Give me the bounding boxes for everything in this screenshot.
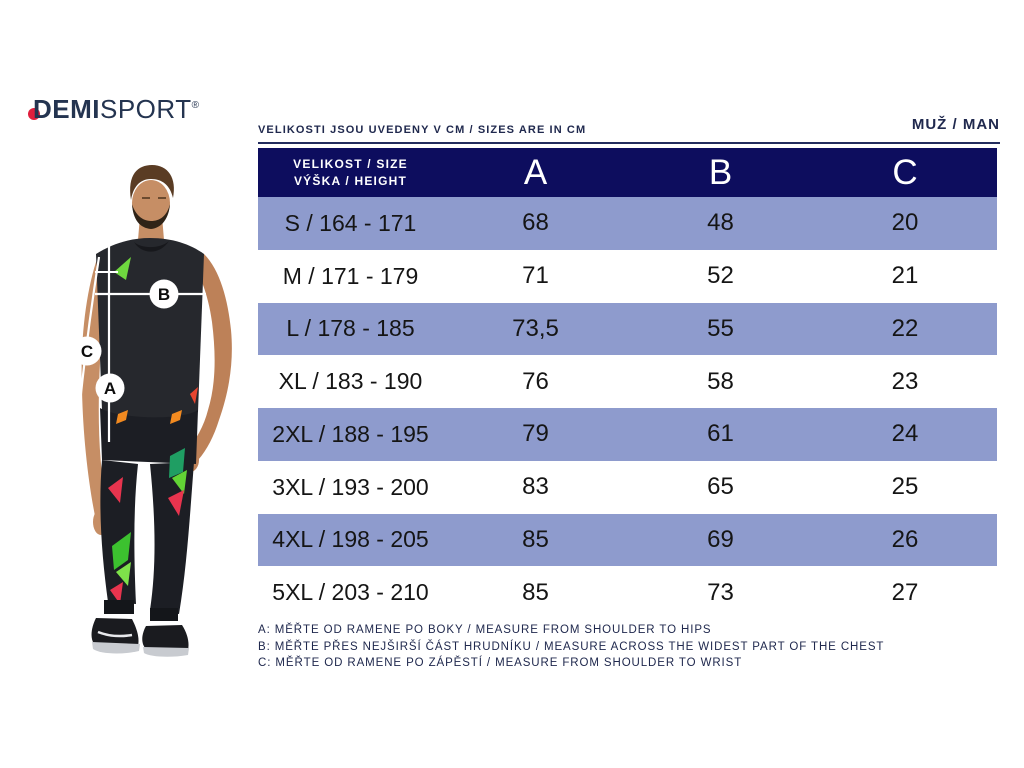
tank-orange-accent: [190, 387, 198, 404]
cell-a: 85: [522, 578, 549, 606]
cell-c: 27: [891, 578, 919, 606]
jogger-accent-red-right: [168, 490, 184, 516]
cell-a: 71: [522, 262, 549, 290]
header-cell-a: A: [523, 152, 548, 192]
marker-c-label: C: [81, 342, 93, 361]
header-size-line1: VELIKOST / SIZE: [293, 156, 408, 171]
cell-a: 83: [522, 473, 549, 501]
jogger-accent-orange-right: [170, 410, 182, 424]
header-cell-c: C: [892, 152, 918, 192]
cell-c: 26: [891, 525, 919, 553]
tank-green-accent: [114, 257, 131, 280]
cell-c: 25: [891, 473, 919, 501]
size-row-3xl: 3XL / 193 - 200 83 65 25: [258, 460, 997, 514]
jogger-accent-orange-left: [116, 410, 128, 424]
cell-b: 55: [707, 314, 734, 342]
cell-b: 48: [707, 209, 734, 237]
cell-a: 73,5: [512, 314, 559, 342]
size-row-5xl: 5XL / 203 - 210 85 73 27: [258, 566, 997, 619]
brand-dot-icon: [28, 108, 40, 120]
model-photo: B C A: [38, 158, 238, 658]
size-row-s: S / 164 - 171 68 48 20: [258, 197, 997, 250]
cell-size: 5XL / 203 - 210: [272, 579, 429, 606]
cell-size: M / 171 - 179: [282, 262, 419, 289]
model-figure-svg: B C A: [71, 165, 232, 657]
marker-b-circle: [149, 279, 179, 309]
cell-size: 2XL / 188 - 195: [272, 420, 429, 447]
model-beard: [132, 204, 170, 229]
cell-size: S / 164 - 171: [284, 209, 417, 236]
model-left-sole: [92, 642, 140, 654]
note-c: C: MĚŘTE OD RAMENE PO ZÁPĚSTÍ / MEASURE …: [258, 657, 743, 669]
cell-a: 76: [522, 367, 549, 395]
cell-c: 21: [891, 262, 919, 290]
marker-c-circle: [72, 336, 102, 366]
cell-c: 22: [891, 314, 919, 342]
model-tank-top: [96, 238, 204, 419]
size-row-l: L / 178 - 185 73,5 55 22: [258, 302, 997, 356]
model-right-sole: [143, 647, 189, 657]
jogger-accent-red2-left: [110, 582, 123, 604]
cell-size: 4XL / 198 - 205: [272, 526, 429, 553]
size-row-4xl: 4XL / 198 - 205 85 69 26: [258, 513, 997, 567]
registered-mark-icon: ®: [191, 100, 200, 111]
cell-b: 65: [707, 473, 734, 501]
size-row-2xl: 2XL / 188 - 195 79 61 24: [258, 408, 997, 461]
jogger-accent-red-left: [108, 477, 123, 503]
divider-line: [258, 142, 1000, 144]
model-right-leg: [150, 462, 194, 614]
model-left-shoe: [91, 618, 139, 646]
marker-a-circle: [95, 373, 125, 403]
cell-size: XL / 183 - 190: [278, 368, 423, 395]
cell-c: 24: [891, 420, 919, 448]
cell-c: 23: [891, 367, 919, 395]
model-hair: [130, 165, 174, 200]
cell-b: 61: [707, 420, 734, 448]
marker-a-label: A: [104, 379, 116, 398]
brand-logo-text: DEMISPORT®: [33, 94, 199, 124]
table-body: S / 164 - 171 68 48 20 M / 171 - 179 71 …: [258, 197, 997, 619]
header-cell-b: B: [708, 152, 733, 192]
size-row-m: M / 171 - 179 71 52 21: [258, 249, 997, 303]
brand-logo: DEMISPORT®: [28, 94, 199, 125]
measurement-notes: A: MĚŘTE OD RAMENE PO BOKY / MEASURE FRO…: [258, 622, 884, 672]
cell-size: L / 178 - 185: [286, 315, 415, 342]
cell-size: 3XL / 193 - 200: [272, 473, 429, 500]
jogger-accent-lightgreen-left: [116, 562, 131, 586]
note-a: A: MĚŘTE OD RAMENE PO BOKY / MEASURE FRO…: [258, 624, 712, 636]
jogger-accent-teal-right: [169, 448, 185, 478]
header-size-line2: VÝŠKA / HEIGHT: [293, 173, 408, 188]
marker-b-label: B: [158, 285, 170, 304]
cell-b: 69: [707, 525, 734, 553]
model-right-cuff: [150, 608, 178, 621]
jogger-accent-green-left: [112, 532, 131, 570]
cell-a: 85: [522, 525, 549, 553]
brand-name-sport: SPORT: [100, 94, 192, 124]
model-right-shoe: [142, 625, 189, 650]
model-left-swoosh: [97, 630, 133, 638]
size-row-xl: XL / 183 - 190 76 58 23: [258, 355, 997, 408]
brand-logo-mark: DEMISPORT®: [28, 94, 199, 125]
gender-label: MUŽ / MAN: [911, 116, 1000, 133]
model-right-arm: [186, 254, 232, 460]
cell-a: 68: [522, 209, 549, 237]
cell-b: 52: [707, 262, 734, 290]
units-note: VELIKOSTI JSOU UVEDENY V CM / SIZES ARE …: [258, 124, 587, 136]
jogger-accent-green-right: [172, 470, 187, 494]
measure-line-c: [71, 256, 101, 487]
brand-name-demi: DEMI: [33, 94, 100, 124]
model-neckline: [134, 241, 169, 252]
cell-a: 79: [522, 420, 549, 448]
header-cell-size: VELIKOST / SIZE VÝŠKA / HEIGHT: [258, 156, 443, 190]
model-face: [132, 180, 170, 226]
table-header-row: VELIKOST / SIZE VÝŠKA / HEIGHT A B C: [258, 148, 997, 197]
cell-c: 20: [891, 209, 919, 237]
cell-b: 73: [707, 578, 734, 606]
note-b: B: MĚŘTE PŘES NEJŠIRŠÍ ČÁST HRUDNÍKU / M…: [258, 640, 885, 653]
size-table: VELIKOST / SIZE VÝŠKA / HEIGHT A B C S /…: [258, 148, 997, 619]
cell-b: 58: [707, 367, 734, 395]
model-left-cuff: [104, 600, 134, 614]
